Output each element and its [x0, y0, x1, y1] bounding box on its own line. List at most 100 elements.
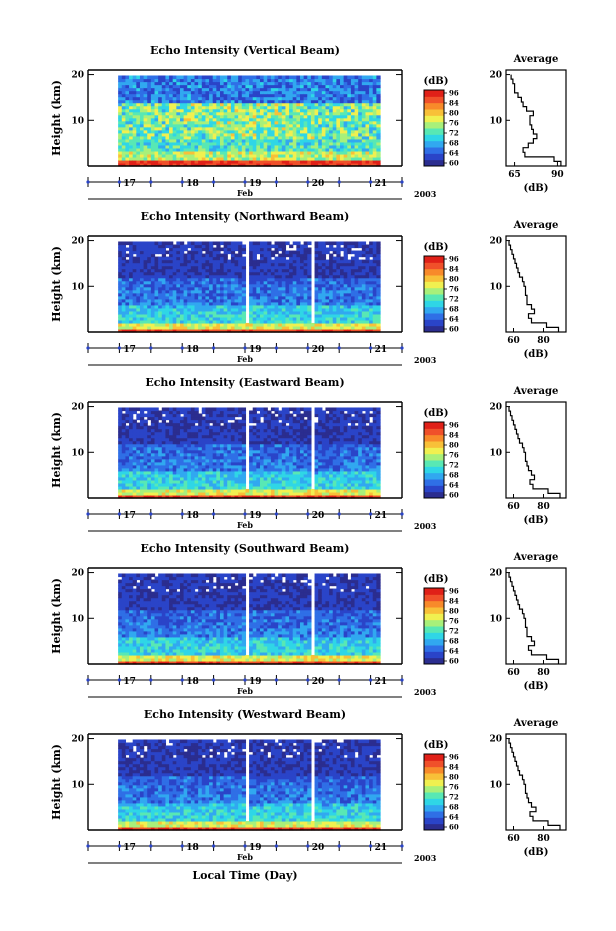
colorbar-segment: [424, 128, 444, 135]
heatmap-cell: [154, 75, 159, 80]
heatmap-cell: [259, 144, 265, 149]
heatmap-cell: [125, 96, 130, 101]
heatmap-cell: [223, 123, 228, 128]
heatmap-cell: [154, 407, 159, 412]
heatmap-cell: [241, 111, 247, 116]
heatmap-cell: [205, 123, 210, 128]
heatmap-cell: [216, 114, 221, 119]
heatmap-cell: [121, 117, 127, 122]
heatmap-cell: [274, 141, 279, 146]
heatmap-cell: [241, 159, 247, 164]
heatmap-cell: [307, 111, 312, 116]
heatmap-cell: [292, 108, 297, 113]
heatmap-cell: [216, 150, 221, 155]
heatmap-cell: [118, 96, 123, 101]
heatmap-cell: [318, 129, 323, 134]
heatmap-cell: [139, 87, 145, 92]
heatmap-cell: [318, 144, 323, 149]
heatmap-cell: [169, 81, 174, 86]
heatmap-cell: [249, 96, 254, 101]
heatmap-cell: [252, 129, 257, 134]
heatmap-cell: [172, 407, 177, 412]
heatmap-cell: [281, 129, 287, 134]
heatmap-cell: [118, 93, 123, 98]
heatmap-cell: [300, 87, 305, 92]
heatmap-cell: [296, 99, 301, 104]
heatmap-cell: [289, 244, 294, 249]
heatmap-cell: [321, 241, 327, 246]
heatmap-cell: [129, 138, 134, 143]
heatmap-cell: [300, 123, 305, 128]
heatmap-cell: [198, 114, 203, 119]
heatmap-cell: [318, 138, 323, 143]
heatmap-cell: [281, 120, 287, 125]
heatmap-cell: [263, 162, 268, 167]
heatmap-cell: [165, 241, 170, 246]
heatmap-cell: [227, 132, 232, 137]
heatmap-cell: [234, 135, 239, 140]
heatmap-cell: [296, 144, 301, 149]
heatmap-cell: [212, 153, 217, 158]
heatmap-cell: [307, 87, 312, 92]
heatmap-cell: [183, 99, 188, 104]
heatmap-cell: [303, 241, 308, 246]
heatmap-cell: [285, 129, 290, 134]
heatmap-cell: [241, 117, 247, 122]
heatmap-cell: [230, 102, 236, 107]
heatmap-cell: [278, 147, 283, 152]
heatmap-cell: [256, 114, 261, 119]
heatmap-cell: [245, 141, 250, 146]
heatmap-cell: [285, 96, 290, 101]
heatmap-cell: [300, 126, 305, 131]
heatmap-cell: [187, 114, 192, 119]
heatmap-cell: [325, 84, 330, 89]
heatmap-cell: [205, 99, 210, 104]
heatmap-cell: [230, 162, 236, 167]
heatmap-cell: [307, 159, 312, 164]
heatmap-cell: [139, 132, 145, 137]
heatmap-cell: [205, 105, 210, 110]
heatmap-cell: [205, 159, 210, 164]
heatmap-cell: [198, 135, 203, 140]
colorbar-segment: [424, 319, 444, 327]
heatmap-cell: [179, 135, 185, 140]
heatmap-cell: [332, 117, 337, 122]
heatmap-cell: [216, 108, 221, 113]
heatmap-cell: [285, 132, 290, 137]
heatmap-cell: [136, 156, 141, 161]
heatmap-cell: [223, 99, 228, 104]
heatmap-cell: [165, 105, 170, 110]
heatmap-cell: [139, 123, 145, 128]
heatmap-cell: [161, 120, 167, 125]
heatmap-cell: [201, 108, 207, 113]
heatmap-cell: [172, 111, 177, 116]
heatmap-cell: [129, 147, 134, 152]
heatmap-cell: [310, 156, 316, 161]
heatmap-cell: [238, 99, 243, 104]
heatmap-cell: [169, 96, 174, 101]
heatmap-cell: [179, 132, 185, 137]
heatmap-cell: [321, 102, 327, 107]
heatmap-cell: [158, 123, 163, 128]
heatmap-cell: [190, 90, 196, 95]
heatmap-cell: [172, 99, 177, 104]
heatmap-cell: [172, 126, 177, 131]
heatmap-cell: [321, 132, 327, 137]
heatmap-cell: [292, 241, 297, 246]
heatmap-cell: [183, 141, 188, 146]
heatmap-cell: [318, 111, 323, 116]
heatmap-cell: [274, 78, 279, 83]
heatmap-cell: [201, 120, 207, 125]
colorbar-segment: [424, 109, 444, 116]
heatmap-cell: [307, 241, 312, 246]
heatmap-cell: [252, 93, 257, 98]
heatmap-cell: [176, 84, 181, 89]
heatmap-cell: [278, 120, 283, 125]
heatmap-cell: [343, 75, 348, 80]
heatmap-cell: [136, 422, 141, 427]
heatmap-cell: [238, 111, 243, 116]
heatmap-cell: [139, 99, 145, 104]
heatmap-cell: [205, 147, 210, 152]
heatmap-cell: [212, 96, 217, 101]
heatmap-cell: [274, 111, 279, 116]
